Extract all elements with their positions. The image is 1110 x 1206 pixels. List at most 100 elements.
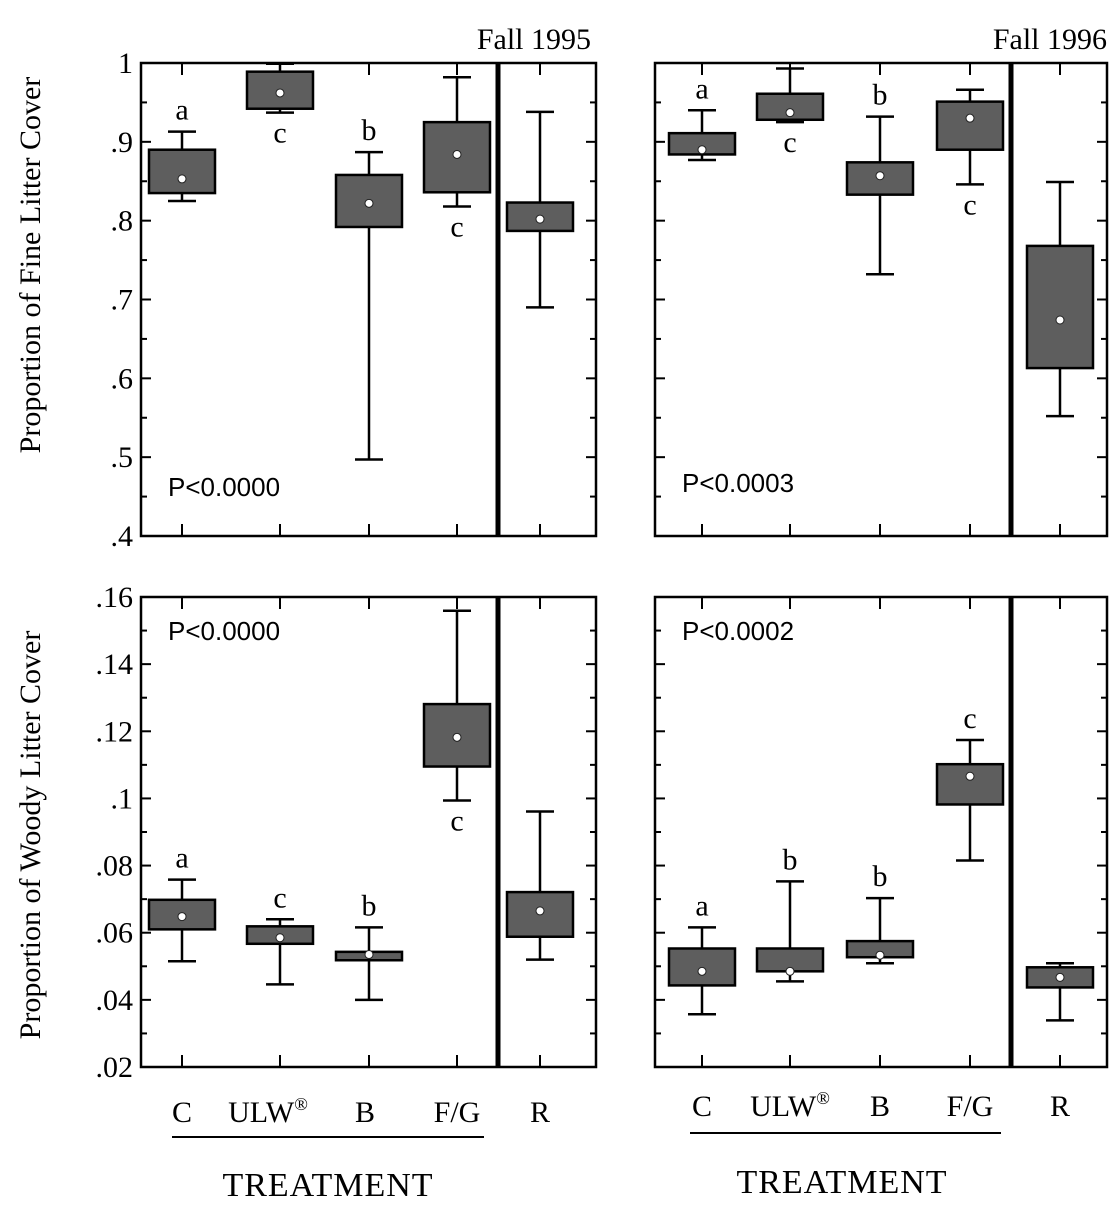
box-ulw: c bbox=[755, 67, 825, 159]
median-marker bbox=[275, 933, 285, 943]
category-label-ulw: ULW® bbox=[750, 1088, 830, 1123]
category-label-r: R bbox=[530, 1096, 550, 1129]
significance-letter: c bbox=[450, 804, 463, 837]
category-label-r: R bbox=[1050, 1090, 1070, 1123]
y-tick-label: .06 bbox=[96, 917, 134, 950]
significance-letter: b bbox=[783, 843, 798, 876]
box-r bbox=[1025, 962, 1095, 1022]
category-label-f-g: F/G bbox=[947, 1090, 994, 1123]
p-value-label: P<0.0000 bbox=[168, 616, 280, 646]
significance-letter: c bbox=[273, 881, 286, 914]
box-c: a bbox=[667, 889, 737, 1016]
significance-letter: a bbox=[175, 94, 188, 127]
median-marker bbox=[452, 149, 462, 159]
category-label-b: B bbox=[870, 1090, 890, 1123]
median-marker bbox=[697, 966, 707, 976]
box-ulw: c bbox=[245, 62, 315, 150]
box-c: a bbox=[147, 842, 217, 963]
y-tick-label: .14 bbox=[96, 648, 134, 681]
panel-title: Fall 1995 bbox=[477, 23, 591, 56]
x-axis-title-left: TREATMENT bbox=[222, 1167, 433, 1204]
significance-letter: b bbox=[362, 114, 377, 147]
significance-letter: a bbox=[695, 72, 708, 105]
y-tick-label: .9 bbox=[111, 126, 134, 159]
median-marker bbox=[965, 113, 975, 123]
y-tick-label: .08 bbox=[96, 850, 134, 883]
median-marker bbox=[535, 906, 545, 916]
category-label-ulw: ULW® bbox=[228, 1094, 308, 1129]
y-axis-title-fine-litter: Proportion of Fine Litter Cover bbox=[14, 77, 47, 454]
p-value-label: P<0.0002 bbox=[682, 616, 794, 646]
significance-letter: a bbox=[695, 889, 708, 922]
significance-letter: c bbox=[963, 702, 976, 735]
category-label-c: C bbox=[692, 1090, 712, 1123]
panel-frame bbox=[653, 595, 1109, 1069]
significance-letter: a bbox=[175, 842, 188, 875]
box-iqr bbox=[935, 100, 1005, 151]
median-marker bbox=[785, 108, 795, 118]
box-f-g: c bbox=[422, 609, 492, 837]
median-marker bbox=[364, 950, 374, 960]
y-tick-label: .12 bbox=[96, 715, 134, 748]
y-tick-label: .04 bbox=[96, 984, 134, 1017]
y-axis-title-woody-litter: Proportion of Woody Litter Cover bbox=[14, 631, 47, 1040]
y-tick-label: .16 bbox=[96, 581, 134, 614]
median-marker bbox=[965, 771, 975, 781]
y-tick-label: .8 bbox=[111, 205, 134, 238]
box-c: a bbox=[147, 94, 217, 203]
box-iqr bbox=[935, 762, 1005, 806]
median-marker bbox=[875, 171, 885, 181]
category-labels-right: C ULW® B F/G R bbox=[692, 1088, 1070, 1123]
significance-letter: c bbox=[273, 117, 286, 150]
box-r bbox=[505, 110, 575, 309]
panel-title: Fall 1996 bbox=[993, 23, 1107, 56]
category-labels-left: C ULW® B F/G R bbox=[172, 1094, 550, 1129]
box-b: b bbox=[334, 889, 404, 1002]
significance-letter: c bbox=[450, 210, 463, 243]
panel-woody-litter-1996: P<0.0002 a b b c bbox=[653, 595, 1109, 1069]
box-b: b bbox=[845, 860, 915, 965]
y-tick-label: .4 bbox=[111, 520, 134, 553]
p-value-label: P<0.0003 bbox=[682, 468, 794, 498]
box-f-g: c bbox=[422, 75, 492, 243]
median-marker bbox=[875, 950, 885, 960]
p-value-label: P<0.0000 bbox=[168, 472, 280, 502]
median-marker bbox=[1055, 315, 1065, 325]
y-tick-label: .6 bbox=[111, 362, 134, 395]
box-b: b bbox=[845, 79, 915, 276]
box-r bbox=[1025, 180, 1095, 418]
significance-letter: b bbox=[873, 860, 888, 893]
box-r bbox=[505, 810, 575, 961]
box-ulw: b bbox=[755, 843, 825, 983]
box-b: b bbox=[334, 114, 404, 461]
significance-letter: b bbox=[362, 889, 377, 922]
median-marker bbox=[1055, 972, 1065, 982]
category-label-c: C bbox=[172, 1096, 192, 1129]
median-marker bbox=[177, 912, 187, 922]
box-f-g: c bbox=[935, 702, 1005, 862]
median-marker bbox=[364, 198, 374, 208]
panel-fine-litter-1996: Fall 1996 P<0.0003 a c b c bbox=[653, 23, 1109, 538]
median-marker bbox=[535, 214, 545, 224]
box-iqr bbox=[667, 131, 737, 156]
y-tick-label: 1 bbox=[118, 47, 133, 80]
panel-woody-litter-1995: .02 .04 .06 .08 .1 .12 .14 .16 P<0.0000 a c b c bbox=[96, 581, 598, 1084]
box-iqr bbox=[505, 890, 575, 938]
y-tick-label: .7 bbox=[111, 284, 134, 317]
box-c: a bbox=[667, 72, 737, 162]
box-iqr bbox=[1025, 244, 1095, 370]
category-label-b: B bbox=[355, 1096, 375, 1129]
y-tick-label: .5 bbox=[111, 441, 134, 474]
significance-letter: c bbox=[963, 188, 976, 221]
significance-letter: c bbox=[783, 126, 796, 159]
panel-fine-litter-1995: .4 .5 .6 .7 .8 .9 1 Fall 1995 P<0.0000 a c b c bbox=[111, 23, 598, 553]
box-ulw: c bbox=[245, 881, 315, 986]
significance-letter: b bbox=[873, 79, 888, 112]
box-iqr bbox=[147, 148, 217, 195]
median-marker bbox=[697, 145, 707, 155]
median-marker bbox=[785, 966, 795, 976]
median-marker bbox=[177, 174, 187, 184]
category-label-f-g: F/G bbox=[434, 1096, 481, 1129]
x-axis-title-right: TREATMENT bbox=[736, 1164, 947, 1201]
